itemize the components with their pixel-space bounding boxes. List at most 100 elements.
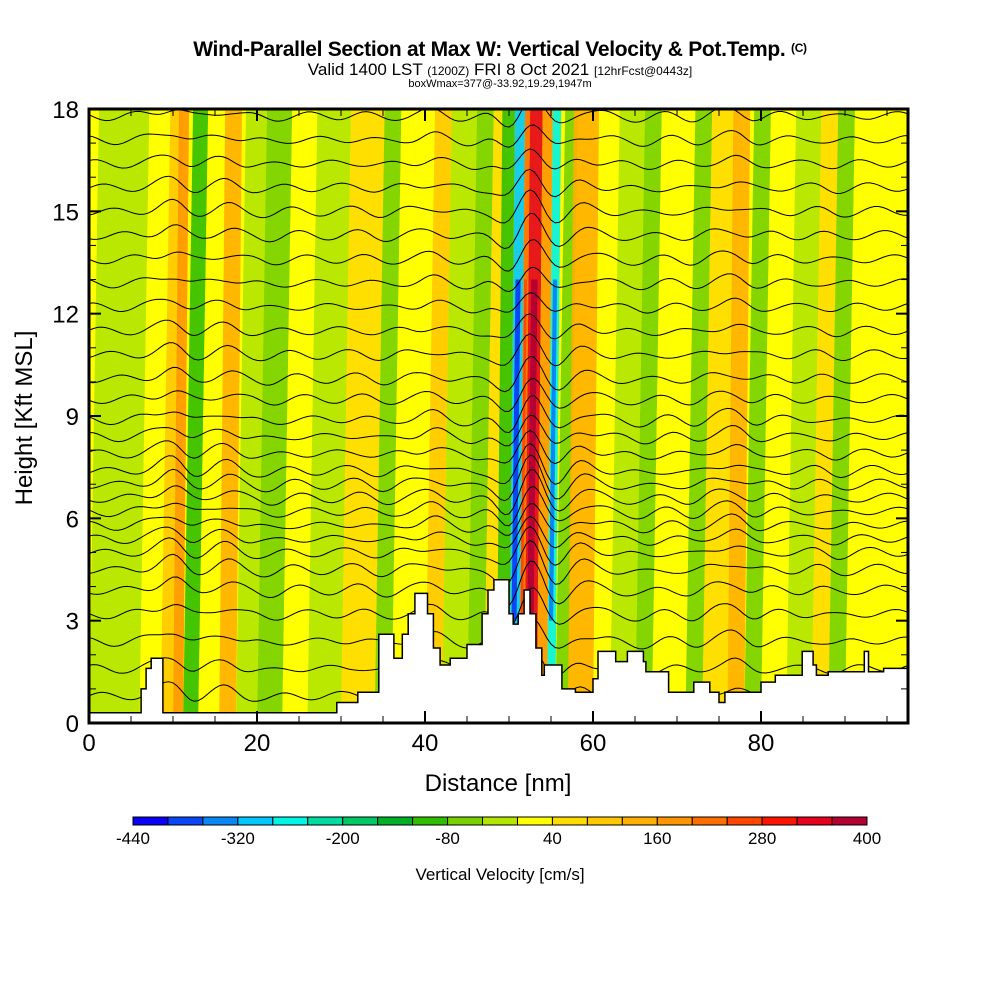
x-tick-label: 20 [244,730,271,757]
colorbar-swatch [482,816,518,826]
colorbar-tick-label: -440 [116,829,150,848]
chart-title: Wind-Parallel Section at Max W: Vertical… [0,38,1000,62]
colorbar-swatch [167,816,204,826]
velocity-band [483,109,507,723]
colorbar-swatch [621,816,658,826]
theta-contour [89,515,908,549]
velocity-band [536,109,553,723]
theta-contour [89,168,908,198]
x-tick-label: 60 [580,730,607,757]
velocity-band [727,109,751,723]
colorbar-swatch [726,816,763,826]
theta-contour [89,486,908,527]
theta-contour [89,377,908,412]
y-tick-label: 9 [66,404,79,431]
velocity-band [173,109,190,723]
velocity-band [811,109,839,723]
theta-contour [89,414,908,447]
chart-subtitle: Valid 1400 LST (1200Z) FRI 8 Oct 2021 [1… [0,60,1000,80]
theta-contour [89,442,908,485]
theta-contour [89,395,908,434]
colorbar-swatch [796,816,833,826]
theta-contour [89,355,908,393]
theta-contour [89,525,908,566]
colorbar-swatch [237,816,274,826]
colorbar-tick-label: 160 [643,829,671,848]
colorbar-swatch [447,816,484,826]
velocity-band [219,109,242,723]
velocity-band [425,109,452,723]
theta-contour [89,124,908,148]
colorbar-swatch [691,816,728,826]
colorbar-swatch [342,816,379,826]
velocity-band [828,109,855,723]
velocity-band [496,109,515,723]
theta-contour [89,189,908,224]
velocity-band [609,109,645,723]
colorbar-swatch [761,816,798,826]
y-tick-label: 12 [52,302,79,329]
theta-contour [89,212,908,250]
colorbar: -440 -320 -200 -80 40 160 280 400 [116,816,881,848]
colorbar-tick-label: -80 [435,829,460,848]
x-tick-label: 0 [82,730,95,757]
velocity-band [282,109,318,723]
colorbar-tick-label: -200 [326,829,360,848]
y-tick-label: 15 [52,199,79,226]
colorbar-swatch [831,816,868,826]
velocity-band [702,109,738,723]
theta-contour [89,333,908,367]
box-info: boxWmax=377@-33.92,19.29,1947m [408,78,592,90]
x-tick-label: 80 [748,730,775,757]
colorbar-tick-label: 280 [748,829,776,848]
y-tick-label: 18 [52,97,79,124]
theta-contour [89,313,908,340]
theta-contour [89,429,908,465]
x-tick-label: 40 [412,730,439,757]
chart-title-text: Wind-Parallel Section at Max W: Vertical… [193,38,786,61]
colorbar-swatch [656,816,693,826]
axes: 0 20 40 60 80 0 3 6 9 12 15 18 [52,97,910,757]
colorbar-swatch [551,816,588,826]
colorbar-tick-label: -320 [221,829,255,848]
colorbar-swatch [307,816,344,826]
colorbar-swatch [586,816,623,826]
velocity-band [593,109,620,723]
y-tick-label: 6 [66,506,79,533]
colorbar-swatch [272,816,309,826]
theta-contour [89,109,908,128]
theta-contour [89,454,908,502]
terrain-shape [89,578,908,723]
theta-contour [89,266,908,293]
y-axis-title: Height [Kft MSL] [11,331,38,506]
velocity-band [341,109,385,723]
colorbar-tick-label: 400 [853,829,881,848]
velocity-band [786,109,822,723]
y-tick-label: 3 [66,609,79,636]
colorbar-swatch [377,816,414,826]
velocity-band [160,109,183,723]
terrain [89,578,908,723]
colorbar-swatch [202,816,239,826]
velocity-band [744,109,771,723]
theta-contour [89,148,908,171]
forecast-info: [12hrFcst@0443z] [593,64,693,78]
velocity-band [567,109,599,723]
colorbar-tick-label: 40 [543,829,562,848]
theta-contour [89,503,908,536]
velocity-band [139,109,171,723]
theta-contour [89,238,908,272]
colorbar-swatch [516,816,553,826]
colorbar-swatch [412,816,449,826]
colorbar-swatch [132,816,169,826]
theta-contour [89,469,908,516]
valid-date: FRI 8 Oct 2021 [473,60,590,79]
velocity-core [548,279,558,621]
velocity-band [685,109,713,723]
colorbar-title: Vertical Velocity [cm/s] [415,865,584,884]
valid-utc: (1200Z) [427,64,470,78]
x-axis-title: Distance [nm] [425,770,572,797]
copyright-mark: (C) [791,41,807,55]
velocity-band [374,109,402,723]
